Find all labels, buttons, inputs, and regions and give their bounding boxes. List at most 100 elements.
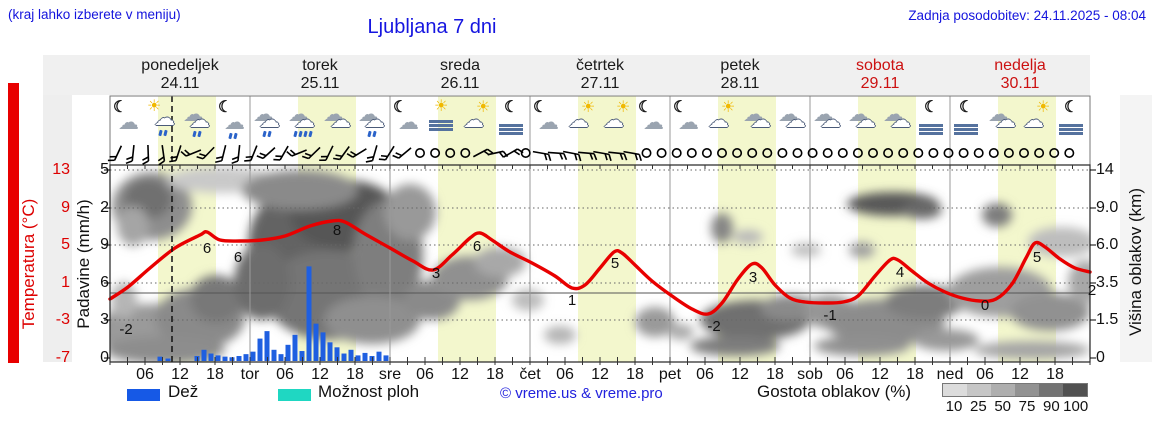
day-name: sreda (439, 57, 481, 74)
temp-axis-tick: 9 (61, 199, 70, 216)
cloud-axis-tick: 1.5 (1096, 311, 1119, 328)
cloud-front-icon: ☁ (708, 109, 729, 132)
time-axis-tick: 18 (206, 366, 224, 383)
temp-value-label: -2 (119, 321, 133, 338)
time-axis-tick: 06 (276, 366, 294, 383)
temp-value-label: 8 (332, 222, 342, 239)
time-axis-tick: sob (797, 366, 823, 383)
cloud-front-icon: ☁ (463, 109, 484, 132)
time-axis-tick: 12 (171, 366, 189, 383)
weather-icon-moon-cloud: ☾ ☁ (635, 100, 669, 142)
cloud-back-icon: ☁ (883, 103, 904, 126)
rain-drop-mark (158, 129, 163, 137)
rain-bar (250, 351, 256, 361)
calm-wind-icon (792, 148, 803, 159)
weather-icon-moon-fog: ☾ (1055, 100, 1089, 142)
cloud-back-icon: ☁ (288, 103, 309, 126)
fog-line-mark (919, 124, 943, 127)
temp-value-label: -1 (823, 307, 837, 324)
rain-bar (292, 334, 298, 361)
fog-line-mark (954, 128, 978, 131)
time-axis-tick: tor (240, 366, 260, 383)
calm-wind-icon (701, 148, 712, 159)
rain-drop-mark (163, 129, 168, 137)
temp-value-label: 6 (202, 240, 212, 257)
cloud-back-icon: ☁ (538, 111, 559, 134)
weather-icon-sun-cloud-rain: ☀ ☁ (145, 99, 179, 142)
rain-drop-mark (197, 130, 202, 138)
wind-barb-icon (107, 145, 123, 162)
wind-barb-icon (180, 149, 202, 157)
wind-barb-icon (215, 145, 227, 164)
wind-barb-icon (365, 145, 378, 163)
fog-line-mark (429, 128, 453, 131)
day-date: 24.11 (160, 75, 200, 92)
copyright-link[interactable]: © vreme.us & vreme.pro (500, 385, 663, 402)
day-date: 25.11 (300, 75, 340, 92)
rain-bar (383, 355, 389, 361)
weather-icon-sun-cloud: ☀ ☁ (460, 100, 494, 142)
day-date: 26.11 (440, 75, 480, 92)
time-axis-tick: 12 (591, 366, 609, 383)
cloud-density-legend-label: Gostota oblakov (%) (757, 382, 912, 401)
cloud-back-icon: ☁ (183, 103, 204, 126)
density-scale-tick: 90 (1042, 398, 1060, 415)
cloud-front-icon: ☁ (995, 109, 1016, 132)
sun-icon: ☀ (581, 99, 596, 116)
time-axis-tick: 18 (906, 366, 924, 383)
wind-barb-icon (532, 150, 552, 162)
rain-drop-mark (298, 130, 303, 138)
precip-axis-tick: 9 (100, 236, 109, 253)
rain-bar (215, 355, 221, 361)
time-axis-tick: 18 (766, 366, 784, 383)
time-axis-tick: 12 (1011, 366, 1029, 383)
wind-barb-icon (333, 146, 350, 161)
rain-bar (264, 331, 270, 361)
sun-icon: ☀ (434, 98, 449, 115)
weather-icon-sun-fog: ☀ (425, 98, 459, 142)
weather-icon-sun-cloud: ☀ ☁ (705, 100, 739, 142)
cloud-axis-tick: 9.0 (1096, 199, 1119, 216)
wind-barb-icon (301, 146, 321, 160)
cloud-back-icon: ☁ (778, 103, 799, 126)
day-date: 27.11 (580, 75, 620, 92)
cloud-back-icon: ☁ (358, 103, 379, 126)
calm-wind-icon (1064, 148, 1075, 159)
rain-bar (165, 358, 171, 361)
cloud-front-icon: ☁ (785, 109, 806, 132)
cloud-front-icon: ☁ (294, 109, 315, 132)
rain-bar (243, 354, 249, 361)
rain-drop-mark (192, 130, 197, 138)
weather-icon-sun-cloud: ☀ ☁ (1020, 100, 1054, 142)
cloud-axis-column (1120, 95, 1152, 362)
temp-value-label: -2 (707, 318, 721, 335)
rain-drop-mark (372, 130, 377, 138)
time-axis-tick: 06 (836, 366, 854, 383)
cloud-back-icon: ☁ (323, 103, 344, 126)
weather-icon-clouds: ☁ ☁ (880, 100, 914, 142)
wind-barb-icon (273, 145, 289, 161)
calm-wind-icon (445, 148, 456, 159)
cloud-front-icon: ☁ (189, 109, 210, 132)
cloud-back-icon: ☁ (743, 103, 764, 126)
rain-bar (285, 344, 291, 361)
rain-bar (327, 342, 333, 361)
fog-line-mark (919, 128, 943, 131)
cloud-back-icon: ☁ (224, 111, 245, 134)
calm-wind-icon (430, 148, 441, 159)
precip-axis-title: Padavine (mm/h) (74, 199, 93, 329)
calm-wind-icon (822, 148, 833, 159)
daylight-band (578, 96, 636, 362)
rain-legend-swatch (127, 389, 160, 401)
calm-wind-icon (837, 148, 848, 159)
cloud-back-icon: ☁ (813, 103, 834, 126)
red-accent-strip (8, 83, 19, 363)
sun-icon: ☀ (616, 99, 631, 116)
density-scale-segment (1063, 384, 1087, 396)
rain-bar (208, 353, 214, 361)
page-title: Ljubljana 7 dni (367, 16, 497, 38)
rain-bar (222, 356, 228, 361)
cloud-back-icon: ☁ (678, 111, 699, 134)
temp-value-label: 1 (567, 292, 577, 309)
